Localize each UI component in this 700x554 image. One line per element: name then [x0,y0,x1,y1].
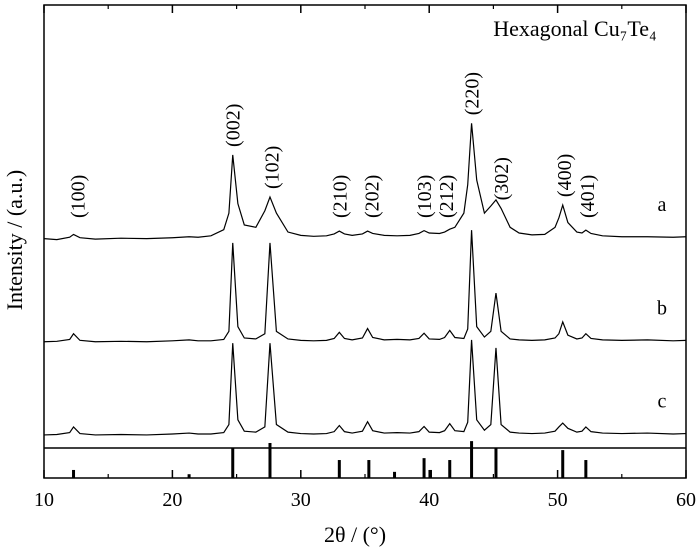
x-tick-label: 60 [676,489,696,511]
peak-label: (002) [223,104,245,147]
peak-label: (401) [577,175,599,218]
peak-label: (100) [67,175,89,218]
series-label: a [658,194,667,216]
x-axis-label: 2θ / (°) [324,522,386,547]
x-tick-label: 40 [419,489,439,511]
peak-label: (103) [414,175,436,218]
x-tick-label: 50 [548,489,568,511]
series-line [43,230,687,343]
peak-label: (400) [554,154,576,197]
x-tick-label: 30 [291,489,311,511]
chart-title: Hexagonal Cu₇Te₄ [493,16,656,41]
x-tick-label: 20 [162,489,182,511]
plot-frame [43,4,687,479]
peak-label: (302) [491,157,513,200]
x-tick-label: 10 [34,489,54,511]
series-line [43,123,687,241]
series-label: c [658,391,667,413]
peak-label: (210) [329,175,351,218]
peak-label: (212) [436,175,458,218]
y-axis-label: Intensity / (a.u.) [2,170,27,311]
series-label: b [657,297,667,319]
peak-label: (102) [261,146,283,189]
peak-label: (202) [361,175,383,218]
series-line [43,339,687,436]
peak-label: (220) [462,72,484,115]
